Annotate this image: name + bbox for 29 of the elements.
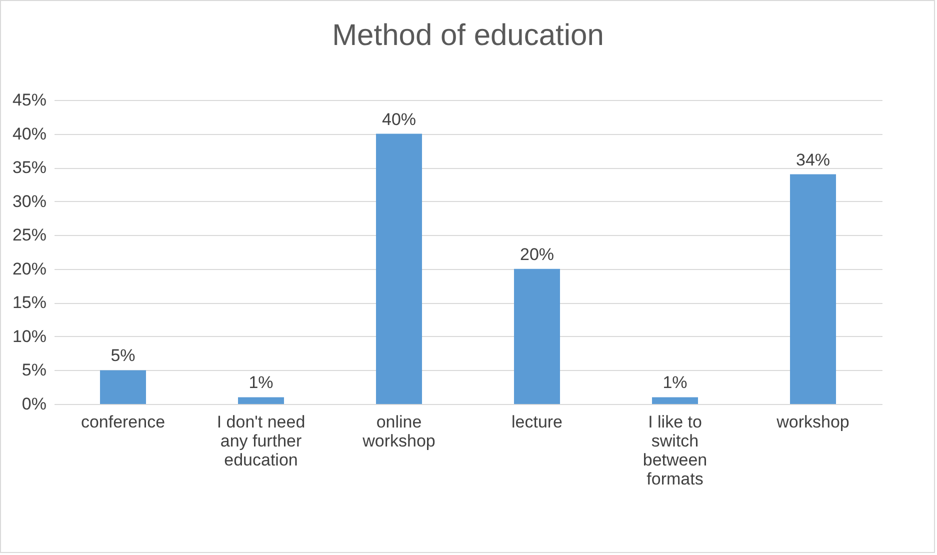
data-label: 20% xyxy=(520,244,554,264)
y-tick-label: 20% xyxy=(12,259,46,278)
y-tick-label: 30% xyxy=(12,192,46,211)
y-tick-label: 15% xyxy=(12,293,46,312)
y-tick-label: 5% xyxy=(22,360,46,380)
y-tick-label: 0% xyxy=(22,394,46,414)
data-label: 34% xyxy=(796,150,830,170)
x-tick-label: workshop xyxy=(776,412,850,432)
bar xyxy=(238,397,284,404)
x-tick-label: conference xyxy=(80,412,166,432)
data-label: 1% xyxy=(248,373,274,392)
bar xyxy=(514,268,560,404)
data-label: 40% xyxy=(382,110,416,129)
bar xyxy=(376,134,422,404)
y-tick-label: 40% xyxy=(12,124,46,144)
chart-title: Method of education xyxy=(332,19,604,52)
data-label: 5% xyxy=(110,346,136,366)
y-tick-label: 25% xyxy=(12,226,46,245)
x-tick-label: I like to switch between formats xyxy=(642,412,708,488)
x-tick-label: online workshop xyxy=(362,412,436,450)
y-tick-label: 45% xyxy=(12,90,46,110)
y-tick-label: 10% xyxy=(12,326,46,346)
bar xyxy=(790,174,836,404)
data-label: 1% xyxy=(662,373,688,392)
y-tick-label: 35% xyxy=(12,158,46,178)
x-tick-label: I don't need any further education xyxy=(216,412,306,470)
bar xyxy=(652,397,698,404)
bar xyxy=(100,370,146,404)
x-tick-label: lecture xyxy=(511,412,563,432)
